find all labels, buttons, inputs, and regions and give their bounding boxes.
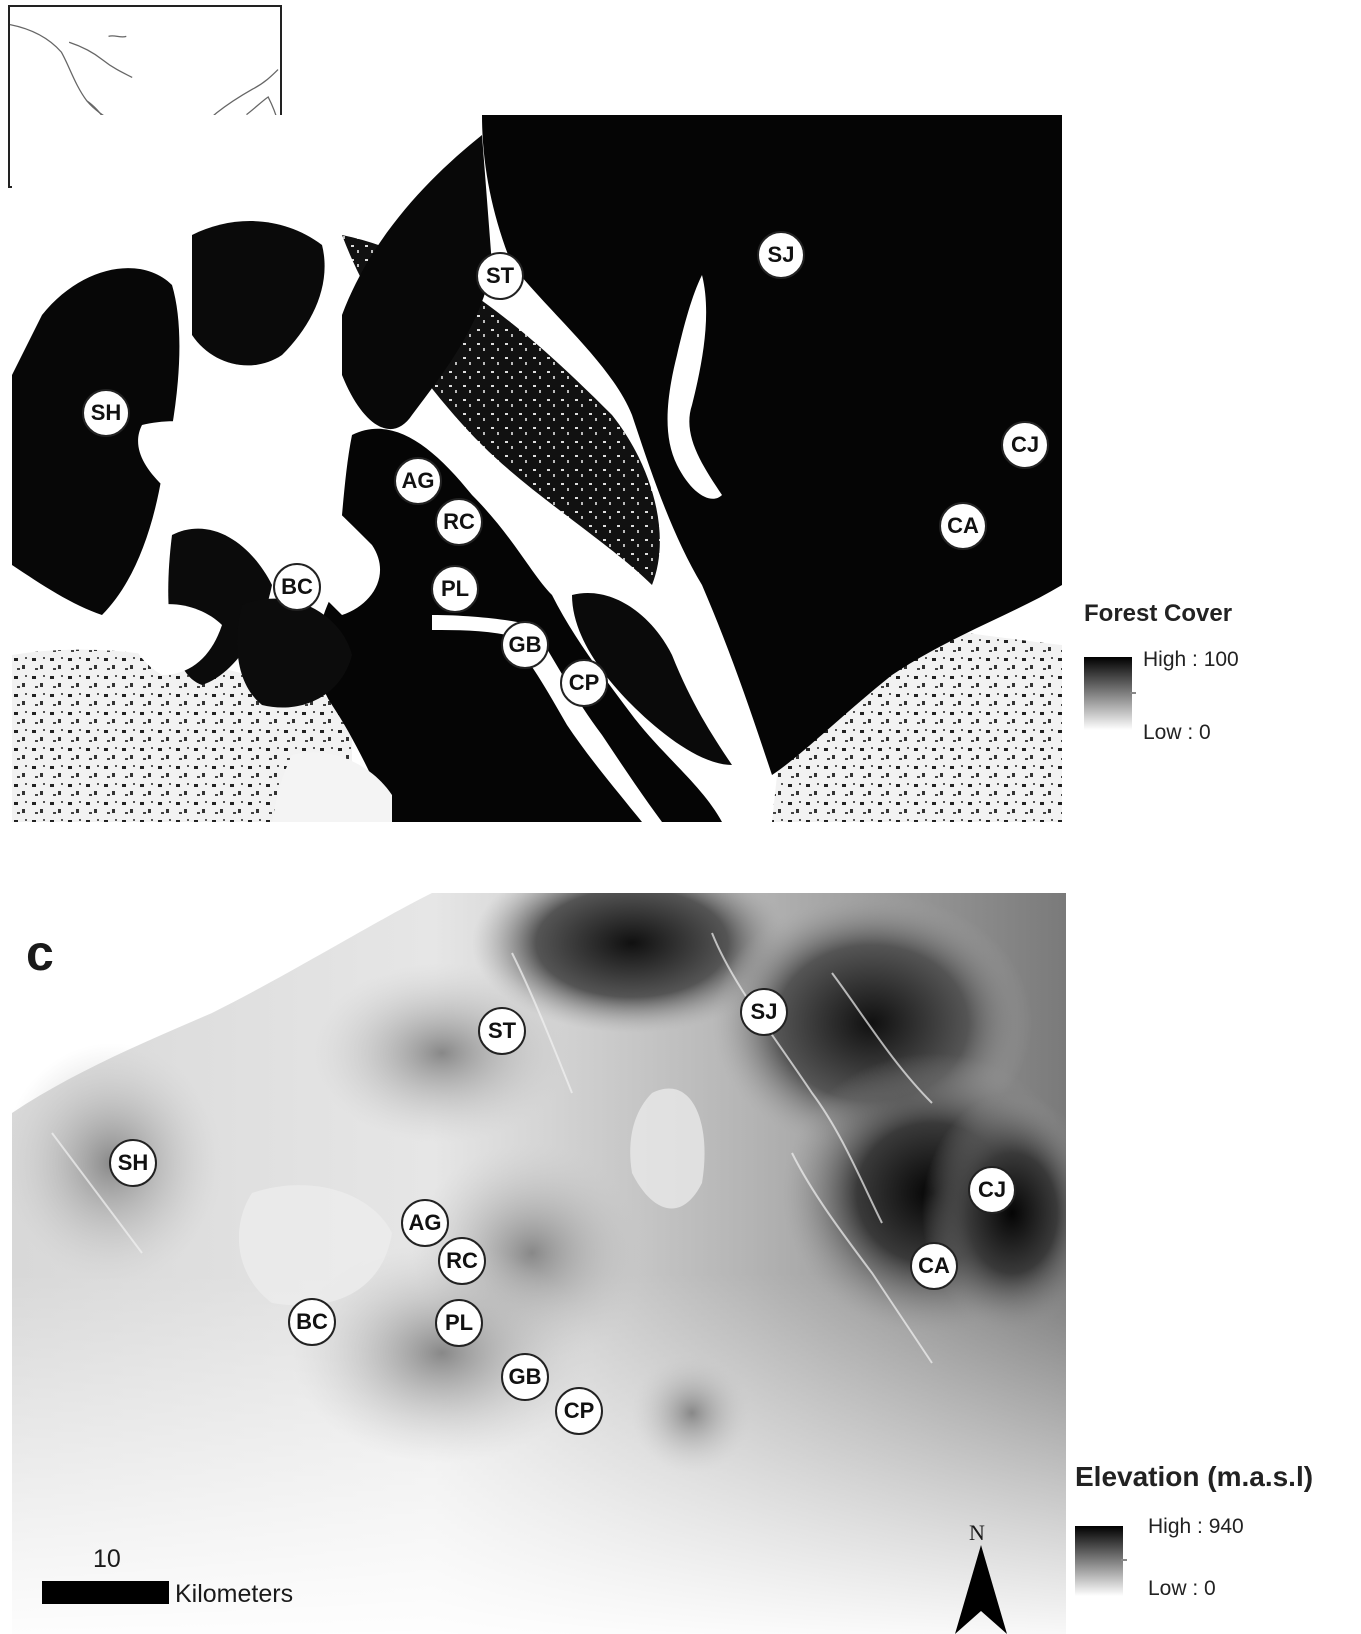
forest-cover-legend-title: Forest Cover	[1084, 600, 1233, 627]
site-marker-PL: PL	[435, 1299, 483, 1347]
site-marker-CA: CA	[910, 1242, 958, 1290]
site-marker-BC: BC	[273, 563, 321, 611]
site-marker-ST: ST	[476, 252, 524, 300]
site-marker-ST: ST	[478, 1007, 526, 1055]
scale-bar-unit: Kilometers	[175, 1580, 294, 1608]
site-marker-GB: GB	[501, 1353, 549, 1401]
site-marker-SH: SH	[82, 389, 130, 437]
site-marker-BC: BC	[288, 1298, 336, 1346]
site-marker-SH: SH	[109, 1139, 157, 1187]
elevation-high-label: High : 940	[1148, 1515, 1244, 1538]
site-marker-CJ: CJ	[968, 1166, 1016, 1214]
elevation-color-ramp	[1075, 1526, 1123, 1596]
forest-cover-high-label: High : 100	[1143, 648, 1239, 671]
site-marker-CP: CP	[555, 1387, 603, 1435]
site-marker-SJ: SJ	[740, 988, 788, 1036]
north-arrow-icon	[955, 1545, 1007, 1634]
forest-cover-map	[12, 115, 1062, 822]
site-marker-RC: RC	[438, 1237, 486, 1285]
elevation-legend-title: Elevation (m.a.s.l)	[1075, 1461, 1314, 1492]
panel-letter-c: c	[26, 925, 54, 981]
scale-bar-value: 10	[93, 1545, 121, 1573]
elevation-low-label: Low : 0	[1148, 1577, 1216, 1600]
site-marker-AG: AG	[401, 1199, 449, 1247]
north-arrow-label: N	[969, 1520, 985, 1545]
site-marker-CP: CP	[560, 659, 608, 707]
scale-bar	[42, 1581, 169, 1604]
elevation-map	[12, 893, 1066, 1634]
site-marker-RC: RC	[435, 498, 483, 546]
site-marker-CJ: CJ	[1001, 421, 1049, 469]
site-marker-AG: AG	[394, 457, 442, 505]
forest-cover-color-ramp	[1084, 657, 1132, 730]
site-marker-CA: CA	[939, 502, 987, 550]
forest-cover-low-label: Low : 0	[1143, 721, 1211, 744]
site-marker-PL: PL	[431, 565, 479, 613]
elevation-ramp-tick	[1121, 1559, 1127, 1561]
site-marker-SJ: SJ	[757, 231, 805, 279]
forest-cover-ramp-tick	[1130, 692, 1136, 694]
site-marker-GB: GB	[501, 621, 549, 669]
